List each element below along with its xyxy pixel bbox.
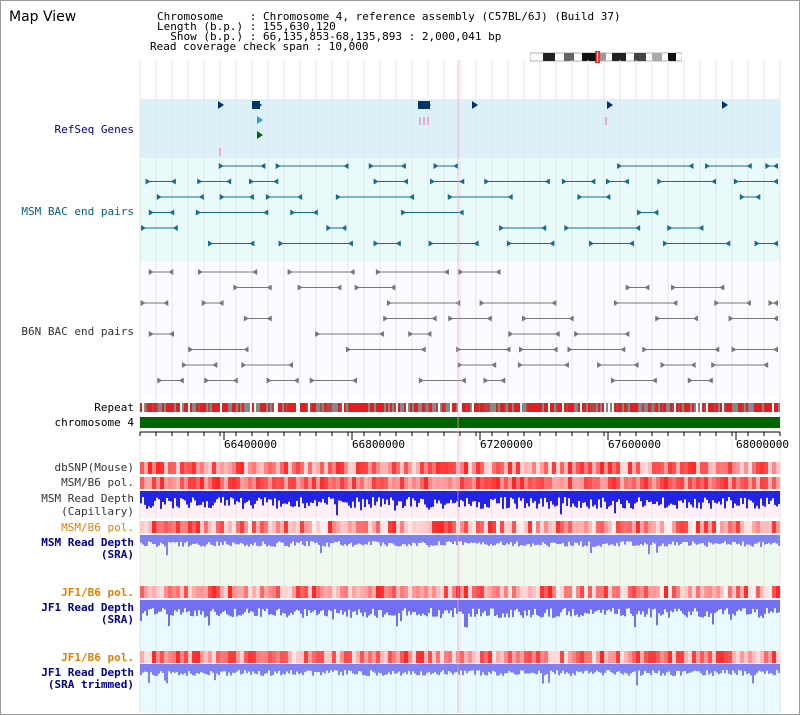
chromosome-ideogram[interactable] — [530, 51, 682, 63]
track-label-msm-pol-1[interactable]: MSM/B6 pol. — [61, 476, 134, 489]
axis-tick-label: 68000000 — [736, 438, 789, 451]
track-label-msm-depth-capillary[interactable]: MSM Read Depth — [41, 492, 134, 505]
track-label-refseq-genes[interactable]: RefSeq Genes — [54, 123, 134, 136]
axis-tick-label: 67200000 — [480, 438, 533, 451]
track-label-dbsnp[interactable]: dbSNP(Mouse) — [54, 461, 134, 474]
show-range-info: Show (b.p.) : 66,135,853-68,135,893 : 2,… — [157, 30, 502, 43]
page-title: Map View — [9, 9, 77, 25]
axis-tick-label: 66400000 — [224, 438, 277, 451]
track-label-jf1-pol-2[interactable]: JF1/B6 pol. — [61, 651, 134, 664]
coverage-span-info: Read coverage check span : 10,000 — [150, 40, 369, 53]
track-label-chromosome[interactable]: chromosome 4 — [54, 416, 134, 429]
chromosome-info: Chromosome : Chromosome 4, reference ass… — [157, 10, 621, 23]
track-label-msm-depth-sra[interactable]: MSM Read Depth — [41, 536, 134, 549]
track-label-msm-bac[interactable]: MSM BAC end pairs — [21, 205, 134, 218]
track-label-msm-depth-capillary-sub: (Capillary) — [61, 505, 134, 518]
track-label-msm-depth-sra-sub: (SRA) — [100, 548, 134, 561]
track-label-msm-pol-2[interactable]: MSM/B6 pol. — [61, 521, 134, 534]
track-label-repeat[interactable]: Repeat — [94, 401, 134, 414]
track-label-jf1-pol-1[interactable]: JF1/B6 pol. — [61, 586, 134, 599]
axis-tick-label: 66800000 — [352, 438, 405, 451]
axis-tick-label: 67600000 — [608, 438, 661, 451]
track-label-b6n-bac[interactable]: B6N BAC end pairs — [21, 325, 134, 338]
track-label-jf1-depth-sra[interactable]: JF1 Read Depth — [41, 601, 134, 614]
length-info: Length (b.p.) : 155,630,120 — [157, 20, 336, 33]
track-label-jf1-depth-sra-sub: (SRA) — [100, 613, 134, 626]
track-label-jf1-depth-trimmed[interactable]: JF1 Read Depth — [41, 666, 134, 679]
track-label-jf1-depth-trimmed-sub: (SRA trimmed) — [47, 678, 134, 691]
